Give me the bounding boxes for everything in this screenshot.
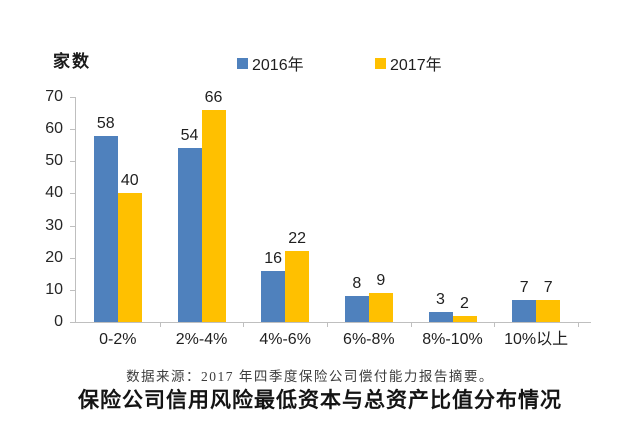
y-tick-label: 20 <box>45 248 63 266</box>
x-category-label: 8%-10% <box>422 331 483 348</box>
chart-title: 保险公司信用风险最低资本与总资产比值分布情况 <box>78 389 562 412</box>
bar-value-label: 7 <box>543 278 553 296</box>
bar-2017年-0-2% <box>117 193 142 322</box>
bar-2017年-6%-8% <box>368 293 393 322</box>
x-category-label: 0-2% <box>99 331 137 348</box>
plot-area: 0 10 20 30 40 50 60 70 58 40 0-2% 54 66 2%-4% 16 22 4%-6… <box>45 88 591 348</box>
bar-value-label: 40 <box>120 172 139 190</box>
y-tick-label: 0 <box>54 313 63 330</box>
bar-2017年-8%-10% <box>452 315 477 322</box>
y-tick-label: 50 <box>45 152 63 170</box>
y-tick-mark <box>70 193 76 195</box>
bar-2016年-6%-8% <box>344 296 369 322</box>
y-tick-mark <box>70 322 76 323</box>
y-tick-label: 40 <box>45 184 63 202</box>
bar-2016年-10%以上 <box>512 299 537 322</box>
bar-value-label: 9 <box>376 272 386 290</box>
bar-value-label: 8 <box>352 275 362 293</box>
bar-value-label: 54 <box>180 127 199 145</box>
x-tick-mark <box>160 322 161 327</box>
source-note: 数据来源：2017 年四季度保险公司偿付能力报告摘要。 <box>126 369 494 384</box>
y-tick-mark <box>70 289 76 291</box>
bar-2016年-8%-10% <box>428 312 453 322</box>
bar-value-label: 7 <box>519 278 529 296</box>
x-tick-mark <box>411 322 412 327</box>
bar-value-label: 2 <box>460 294 469 312</box>
x-category-label: 2%-4% <box>175 331 228 348</box>
bar-2016年-2%-4% <box>177 148 202 322</box>
legend-label: 2017年 <box>390 57 442 74</box>
y-tick-label: 60 <box>45 120 63 138</box>
bar-value-label: 22 <box>288 230 307 248</box>
legend-item-2016年: 2016年 <box>237 53 304 74</box>
bar-value-label: 16 <box>264 249 283 267</box>
bar-2017年-2%-4% <box>201 109 226 322</box>
x-category-label: 4%-6% <box>259 331 311 348</box>
x-tick-mark <box>494 322 495 327</box>
legend-item-2017年: 2017年 <box>375 53 442 74</box>
y-tick-label: 10 <box>45 280 63 298</box>
bar-2016年-0-2% <box>93 135 118 322</box>
bar-value-label: 3 <box>436 291 445 309</box>
x-tick-mark <box>578 322 579 327</box>
bar-2017年-10%以上 <box>536 299 561 322</box>
y-axis-title: 家数 <box>53 52 91 71</box>
legend-swatch-icon <box>375 57 386 69</box>
y-tick-mark <box>70 129 76 131</box>
bar-value-label: 58 <box>96 114 115 132</box>
y-tick-mark <box>70 161 76 163</box>
chart-legend: 2016年 2017年 <box>0 53 640 74</box>
y-tick-mark <box>70 97 76 98</box>
bar-2016年-4%-6% <box>261 270 286 322</box>
x-tick-mark <box>327 322 328 327</box>
x-category-label: 6%-8% <box>343 331 395 348</box>
y-tick-mark <box>70 257 76 259</box>
x-category-label: 10%以上 <box>504 331 569 348</box>
bar-value-label: 66 <box>204 88 223 106</box>
y-tick-label: 70 <box>45 88 63 105</box>
legend-swatch-icon <box>237 57 248 69</box>
x-tick-mark <box>243 322 244 327</box>
y-tick-label: 30 <box>45 216 63 234</box>
legend-label: 2016年 <box>252 57 304 74</box>
bar-2017年-4%-6% <box>285 251 310 322</box>
y-tick-mark <box>70 225 76 227</box>
